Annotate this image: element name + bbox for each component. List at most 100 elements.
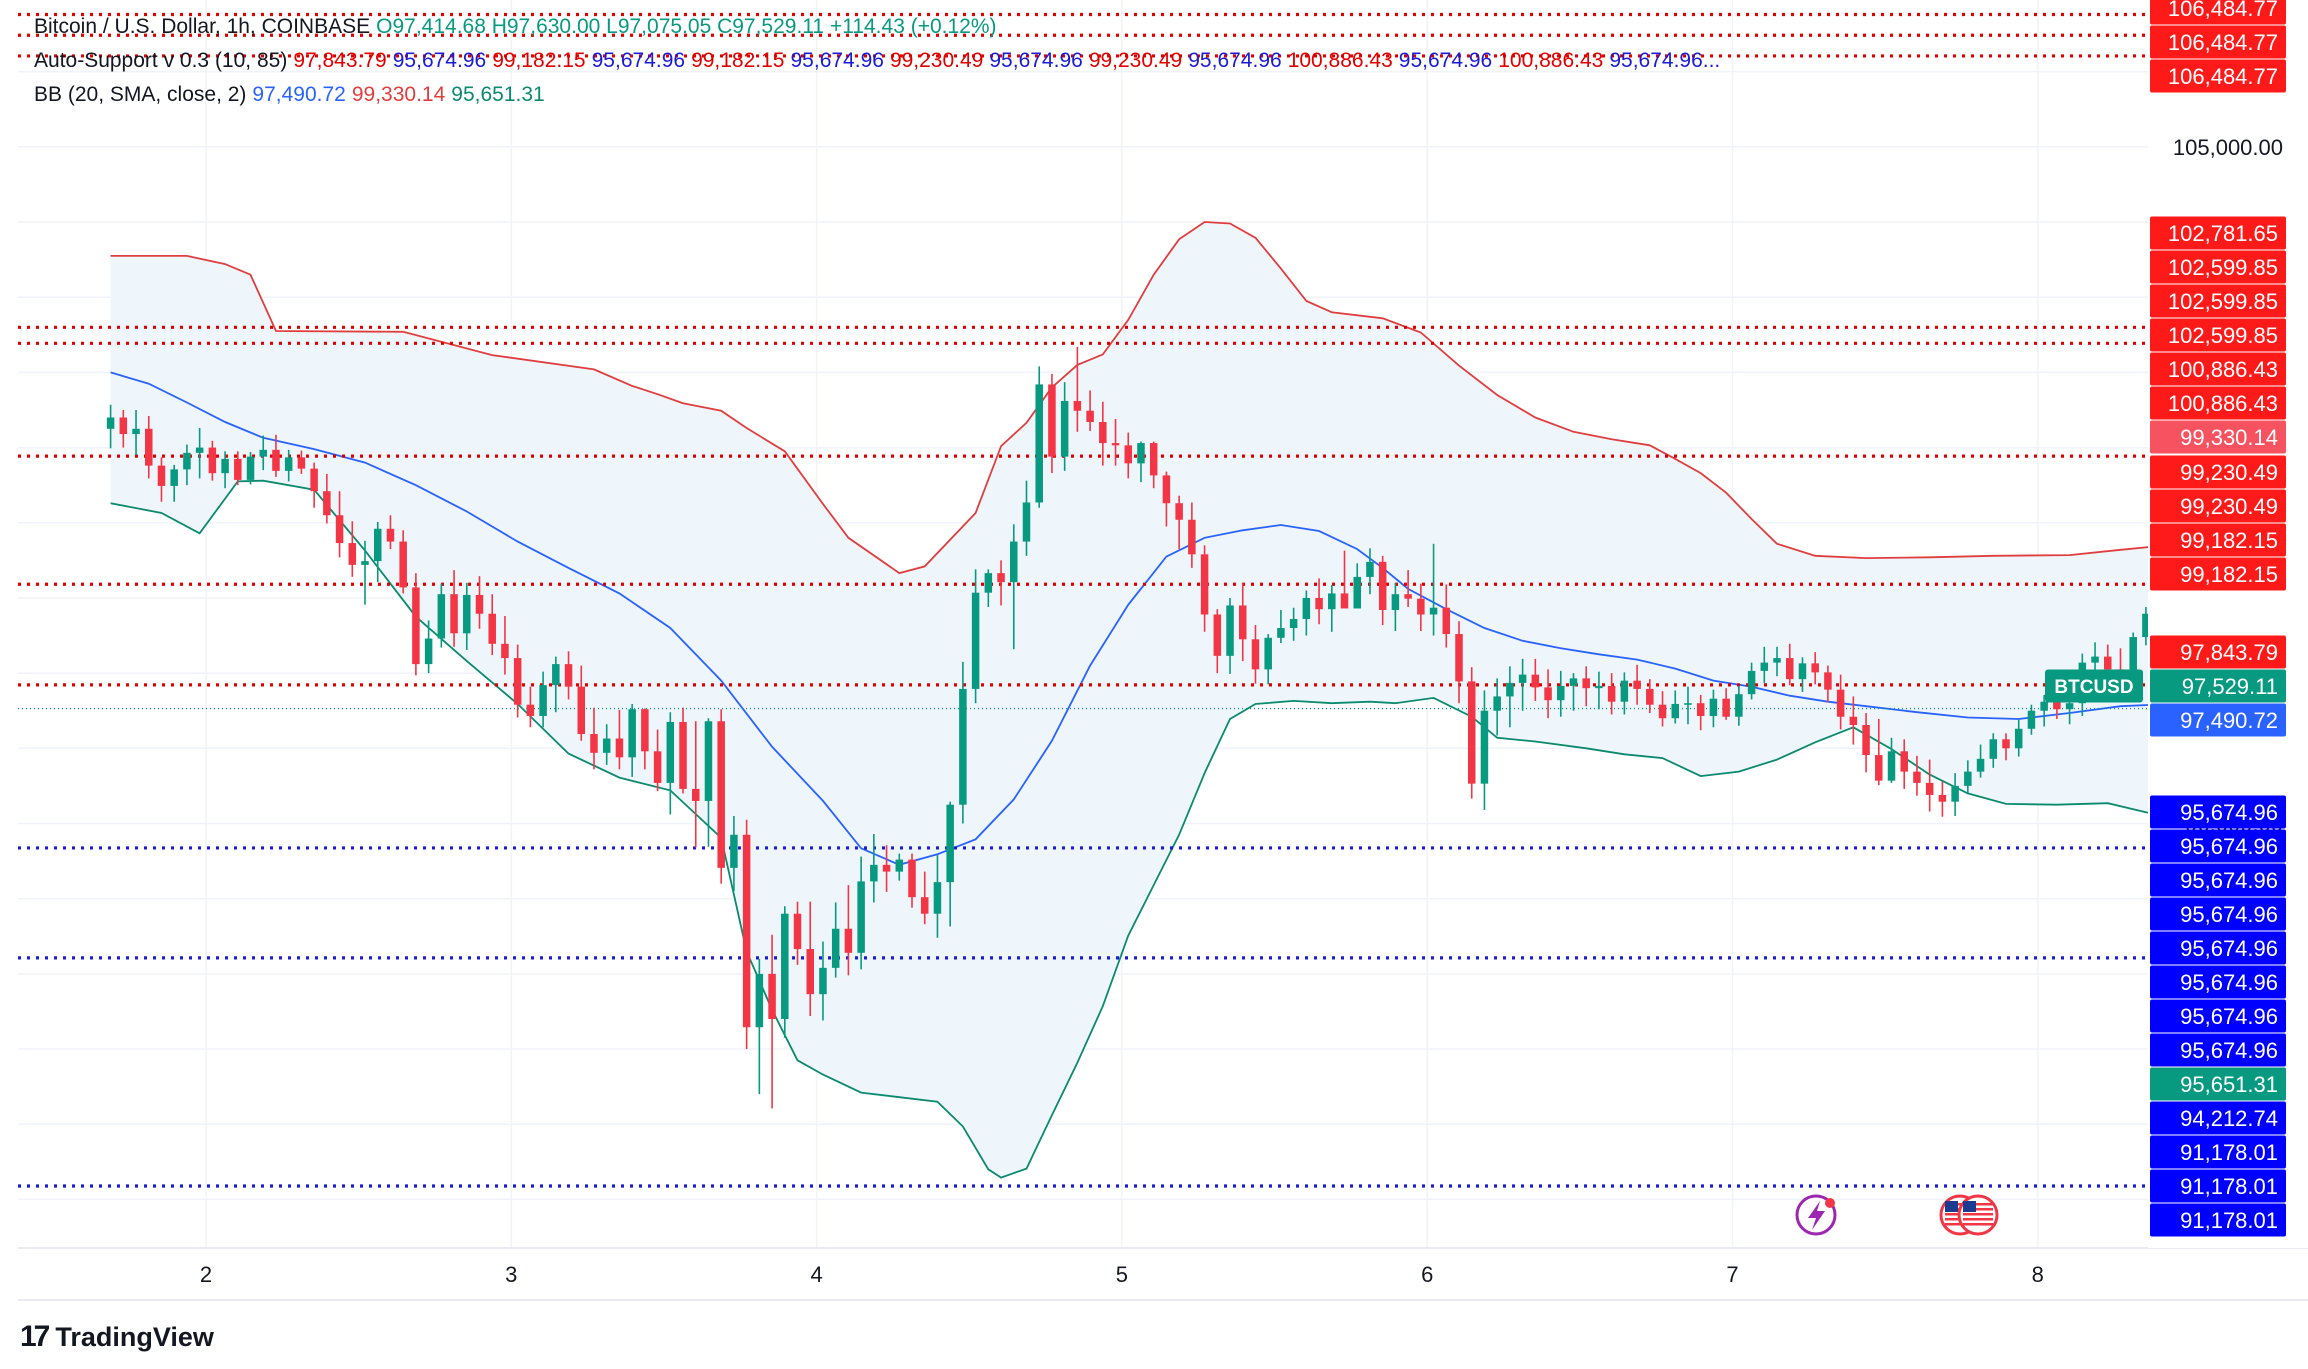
candle-body bbox=[1353, 577, 1361, 609]
candle-body bbox=[1188, 520, 1196, 555]
candle-body bbox=[1125, 445, 1133, 463]
bb-label[interactable]: BB (20, SMA, close, 2) bbox=[34, 83, 246, 106]
candle-body bbox=[641, 709, 649, 751]
candle-body bbox=[527, 705, 535, 716]
candle-body bbox=[1799, 663, 1807, 679]
auto-support-label[interactable]: Auto-Support v 0.3 (10, 85) bbox=[34, 49, 287, 72]
candle-body bbox=[1455, 634, 1463, 681]
candle-body bbox=[247, 457, 255, 480]
event-dot bbox=[1825, 1198, 1835, 1208]
candle-body bbox=[349, 543, 357, 565]
candle-body bbox=[1468, 681, 1476, 783]
flag-stripe bbox=[1963, 1213, 1993, 1216]
candle-body bbox=[1888, 751, 1896, 780]
price-label-text: 95,674.96 bbox=[2180, 1038, 2278, 1063]
candle-body bbox=[1786, 658, 1794, 679]
candle-body bbox=[1532, 675, 1540, 688]
y-tick-label: 105,000.00 bbox=[2173, 135, 2283, 160]
symbol-title[interactable]: Bitcoin / U.S. Dollar, 1h, COINBASE bbox=[34, 15, 370, 38]
price-label-text: 102,781.65 bbox=[2168, 221, 2278, 246]
candle-body bbox=[806, 949, 814, 994]
candle-body bbox=[1735, 694, 1743, 717]
candle-body bbox=[896, 860, 904, 872]
candle-body bbox=[374, 529, 382, 561]
candle-body bbox=[145, 429, 153, 466]
candle-body bbox=[730, 835, 738, 868]
price-label-text: 100,886.43 bbox=[2168, 391, 2278, 416]
candle-body bbox=[425, 639, 433, 665]
x-tick-label: 3 bbox=[505, 1262, 517, 1287]
price-label-text: 91,178.01 bbox=[2180, 1140, 2278, 1165]
candle-body bbox=[1900, 751, 1908, 771]
bb-fill bbox=[111, 222, 2308, 1178]
candle-body bbox=[1506, 683, 1514, 697]
candle-body bbox=[1684, 703, 1692, 705]
candle-body bbox=[946, 805, 954, 882]
candle-body bbox=[1315, 598, 1323, 609]
price-label-text: 99,230.49 bbox=[2180, 494, 2278, 519]
price-label-text: 94,212.74 bbox=[2180, 1106, 2278, 1131]
price-label-text: 102,599.85 bbox=[2168, 255, 2278, 280]
us-flag-event-icon bbox=[1941, 1196, 1997, 1234]
legend-bb-row[interactable]: BB (20, SMA, close, 2) 97,490.72 99,330.14… bbox=[34, 82, 551, 108]
candle-body bbox=[1150, 443, 1158, 475]
candle-body bbox=[310, 469, 318, 492]
auto-support-value: 100,886.43 bbox=[1288, 49, 1393, 72]
price-label-text: 95,674.96 bbox=[2180, 834, 2278, 859]
candle-body bbox=[336, 515, 344, 543]
candle-body bbox=[908, 860, 916, 898]
auto-support-value: 95,674.96 bbox=[592, 49, 685, 72]
price-label-text: 99,182.15 bbox=[2180, 528, 2278, 553]
price-label-text: 91,178.01 bbox=[2180, 1208, 2278, 1233]
price-label-text: 95,674.96 bbox=[2180, 1004, 2278, 1029]
price-label-text: 95,674.96 bbox=[2180, 800, 2278, 825]
price-label-text: 106,484.77 bbox=[2168, 0, 2278, 21]
event-markers[interactable] bbox=[1797, 1196, 1997, 1234]
price-label-text: 95,651.31 bbox=[2180, 1072, 2278, 1097]
auto-support-value: 99,182.15 bbox=[492, 49, 585, 72]
candle-body bbox=[578, 687, 586, 734]
candle-body bbox=[1023, 502, 1031, 541]
candle-body bbox=[2091, 657, 2099, 663]
candle-body bbox=[934, 882, 942, 914]
bb-upper-value: 99,330.14 bbox=[352, 83, 445, 106]
candle-body bbox=[667, 722, 675, 783]
candle-body bbox=[1710, 699, 1718, 716]
candle-body bbox=[1824, 672, 1832, 689]
candle-body bbox=[2002, 739, 2010, 748]
price-label-text: 95,674.96 bbox=[2180, 868, 2278, 893]
candle-body bbox=[705, 721, 713, 801]
price-label-text: 91,178.01 bbox=[2180, 1174, 2278, 1199]
price-label-text: 106,484.77 bbox=[2168, 30, 2278, 55]
candle-body bbox=[679, 722, 687, 789]
price-label-text: 97,843.79 bbox=[2180, 640, 2278, 665]
candle-body bbox=[170, 469, 178, 486]
candle-body bbox=[1493, 696, 1501, 710]
auto-support-value: 100,886.43 bbox=[1498, 49, 1603, 72]
candle-body bbox=[1443, 608, 1451, 634]
candle-body bbox=[552, 664, 560, 685]
symbol-badge-text: BTCUSD bbox=[2054, 677, 2133, 698]
candle-body bbox=[1290, 619, 1298, 628]
candle-body bbox=[1035, 384, 1043, 502]
flag-canton bbox=[1945, 1201, 1958, 1212]
candle-body bbox=[692, 789, 700, 801]
candle-body bbox=[1544, 687, 1552, 700]
candle-body bbox=[514, 658, 522, 705]
auto-support-value: 95,674.96 bbox=[989, 49, 1082, 72]
candle-body bbox=[1964, 772, 1972, 786]
candle-body bbox=[196, 448, 204, 453]
candle-body bbox=[2015, 729, 2023, 749]
candle-body bbox=[1990, 739, 1998, 759]
price-label-text: 99,230.49 bbox=[2180, 460, 2278, 485]
candle-body bbox=[1303, 598, 1311, 619]
tradingview-logo[interactable]: 17 TradingView bbox=[20, 1320, 214, 1354]
candle-body bbox=[1875, 755, 1883, 781]
bb-basis-value: 97,490.72 bbox=[252, 83, 345, 106]
auto-support-value: 95,674.96... bbox=[1609, 49, 1720, 72]
